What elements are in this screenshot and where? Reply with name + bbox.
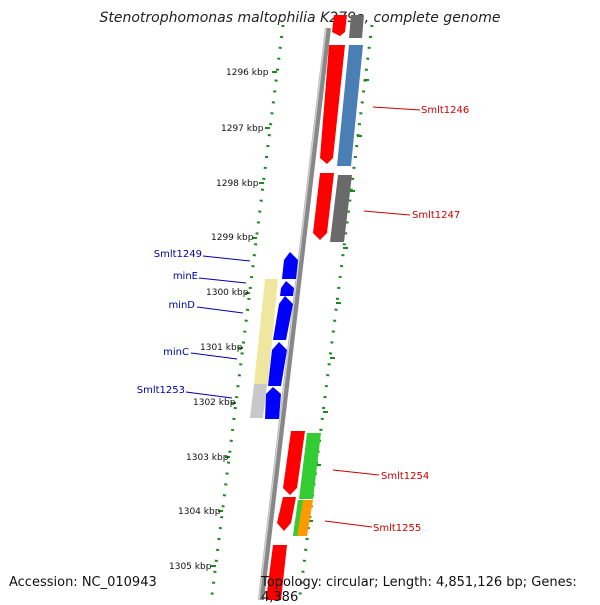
gene-label-minc[interactable]: minC <box>163 347 189 358</box>
tick-label: 1297 kbp <box>221 124 264 134</box>
gene-block-lightgray[interactable] <box>250 384 267 418</box>
gene-arrow-reverse[interactable] <box>268 342 287 386</box>
gene-block-green[interactable] <box>293 500 303 536</box>
label-connector <box>332 469 380 476</box>
tick-label: 1300 kbp <box>206 288 249 298</box>
right-ruler <box>298 24 374 596</box>
tick-label: 1296 kbp <box>226 68 269 78</box>
label-connector <box>363 210 411 216</box>
gene-label-smlt1253[interactable]: Smlt1253 <box>137 385 185 396</box>
tick-label: 1302 kbp <box>193 398 236 408</box>
gene-block-forward[interactable] <box>266 545 287 600</box>
gene-label-smlt1254[interactable]: Smlt1254 <box>381 471 429 482</box>
tick-label: 1304 kbp <box>178 507 221 517</box>
right-ruler-ticks <box>308 79 369 522</box>
gene-label-mine[interactable]: minE <box>173 271 198 282</box>
label-connector <box>190 352 238 360</box>
gene-arrow-forward[interactable] <box>313 173 334 240</box>
label-connector <box>202 255 251 262</box>
genome-summary: Topology: circular; Length: 4,851,126 bp… <box>261 575 577 605</box>
map-title: Stenotrophomonas maltophilia K279a, comp… <box>99 10 501 26</box>
gene-block-gray[interactable] <box>349 15 364 38</box>
left-ruler <box>210 24 285 596</box>
gene-arrow-reverse[interactable] <box>265 387 281 419</box>
gene-arrow-forward[interactable] <box>320 45 345 164</box>
genome-backbone <box>258 27 331 600</box>
tick-label: 1298 kbp <box>216 179 259 189</box>
gene-block-khaki[interactable] <box>254 279 278 384</box>
label-connector <box>324 520 373 528</box>
tick-label: 1305 kbp <box>169 562 212 572</box>
gene-block-gray[interactable] <box>330 175 352 242</box>
label-connector <box>196 306 244 314</box>
gene-block-steelblue[interactable] <box>337 45 363 166</box>
gene-label-mind[interactable]: minD <box>168 300 195 311</box>
gene-label-smlt1249[interactable]: Smlt1249 <box>154 249 202 260</box>
gene-arrow-reverse[interactable] <box>282 252 298 279</box>
tick-label: 1301 kbp <box>200 343 243 353</box>
gene-label-smlt1247[interactable]: Smlt1247 <box>412 210 460 221</box>
gene-label-smlt1255[interactable]: Smlt1255 <box>373 523 421 534</box>
gene-label-smlt1246[interactable]: Smlt1246 <box>421 105 469 116</box>
gene-block-green[interactable] <box>299 433 321 499</box>
gene-arrow-forward[interactable] <box>283 431 305 495</box>
tick-label: 1299 kbp <box>211 233 254 243</box>
label-connector <box>372 106 421 111</box>
label-connector <box>185 391 233 399</box>
accession-text: Accession: NC_010943 <box>9 575 157 590</box>
label-connector <box>198 277 247 284</box>
gene-arrow-forward[interactable] <box>332 15 347 36</box>
axis-ticks: 1296 kbp 1297 kbp 1298 kbp 1299 kbp 1300… <box>169 68 277 572</box>
gene-arrow-forward[interactable] <box>277 497 296 531</box>
gene-arrow-reverse[interactable] <box>280 281 294 296</box>
tick-label: 1303 kbp <box>186 453 229 463</box>
gene-arrow-reverse[interactable] <box>273 296 293 340</box>
genome-backbone-shade <box>258 27 327 600</box>
